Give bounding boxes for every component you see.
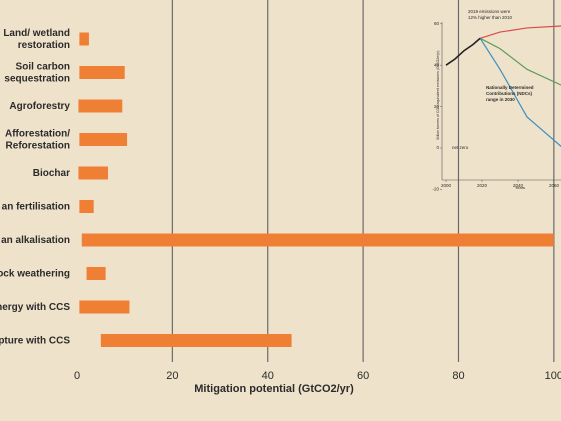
bar [79,133,128,146]
bar [79,66,125,79]
y-tick-label: Biochar [33,168,70,179]
annotation: range in 2030 [486,97,515,102]
bar [78,99,123,113]
x-tick-label: 2000 [441,183,452,188]
y-tick-label: 0 [436,145,439,150]
x-tick-label: 20 [166,370,178,382]
line [480,25,561,39]
y-tick-line: Agroforestry [9,101,70,112]
x-tick-label: 100 [545,370,561,382]
x-tick-label: 80 [452,370,464,382]
y-tick-label: ock weathering [0,268,70,279]
x-tick-label: 2060 [549,183,560,188]
line [479,37,561,148]
y-tick-label: Agroforestry [9,101,70,112]
annotation: 2019 emissions were [468,9,511,14]
line [479,37,561,86]
y-tick-label: an alkalisation [1,235,70,246]
y-tick-label: 40 [434,62,440,67]
y-tick-line: Soil carbon [16,61,70,72]
y-tick-line: an alkalisation [1,235,70,246]
y-tick-line: an fertilisation [2,201,70,212]
bar [81,233,554,247]
annotation: net zero [452,145,469,150]
line [445,37,481,66]
y-tick-line: Biochar [33,168,70,179]
y-tick-label: 60 [434,21,440,26]
bar [79,300,130,314]
x-tick-label: 0 [74,370,80,382]
y-tick-label: 20 [434,104,440,109]
bar [86,267,106,280]
bar [79,200,94,213]
annotation: Contributions (NDCs) [486,91,532,96]
y-tick-label: Land/ wetland restoration [3,28,70,51]
bar [100,334,292,347]
y-tick-line: sequestration [4,73,70,84]
x-tick-label: 2020 [477,183,488,188]
y-tick-line: Afforestation/ [5,128,70,139]
y-tick-line: apture with CCS [0,335,70,346]
y-tick-line: Reforestation [6,140,70,151]
y-tick-label: Afforestation/Reforestation [5,128,70,151]
bar [79,32,89,46]
y-tick-line: ock weathering [0,268,70,279]
y-tick-line: Land/ wetland [3,28,70,39]
inset-y-label: Billion tonnes of CO2-equivalent emissio… [436,51,440,140]
annotation: Nationally Determined [486,85,534,90]
y-tick-label: an fertilisation [2,201,70,212]
annotation: 12% higher than 2010 [468,15,513,20]
y-tick-label: -20 [432,187,439,192]
y-tick-line: nergy with CCS [0,302,70,313]
x-tick-label: 2040 [513,183,524,188]
y-tick-line: restoration [18,40,70,51]
y-tick-label: Soil carbon sequestration [4,61,70,84]
bar [78,166,108,180]
y-tick-label: nergy with CCS [0,302,70,313]
inset-x-label: Years [515,185,525,190]
x-tick-label: 40 [262,370,274,382]
x-tick-label: 60 [357,370,369,382]
y-tick-label: apture with CCS [0,335,70,346]
x-axis-label: Mitigation potential (GtCO2/yr) [194,383,354,395]
